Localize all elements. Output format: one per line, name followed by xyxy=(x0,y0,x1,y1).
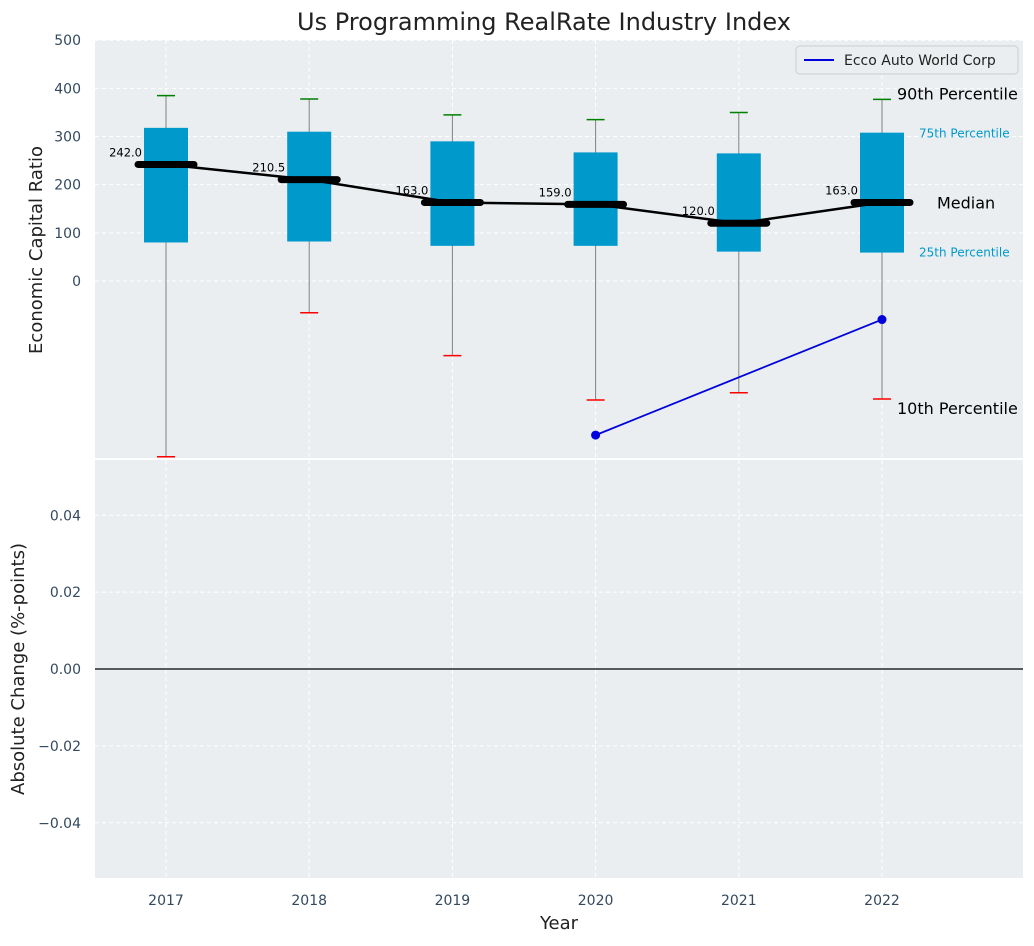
top-y-tick-label: 400 xyxy=(54,81,81,97)
p75-annotation: 75th Percentile xyxy=(919,127,1010,141)
box-iqr xyxy=(573,152,618,246)
bottom-y-tick-label: −0.02 xyxy=(38,739,81,755)
x-tick-label: 2021 xyxy=(721,893,757,909)
top-y-tick-label: 100 xyxy=(54,226,81,242)
x-tick-label: 2019 xyxy=(435,893,471,909)
bottom-y-axis-label: Absolute Change (%-points) xyxy=(8,543,29,795)
box-iqr xyxy=(860,132,904,253)
x-tick-label: 2020 xyxy=(578,893,614,909)
x-axis-label: Year xyxy=(539,913,579,934)
median-value-label: 163.0 xyxy=(825,183,858,197)
legend: Ecco Auto World Corp xyxy=(795,45,1019,75)
series-line xyxy=(595,318,883,436)
x-tick-label: 2022 xyxy=(864,893,900,909)
bottom-y-tick-label: 0.00 xyxy=(50,662,81,678)
median-value-label: 210.5 xyxy=(252,161,285,175)
box-iqr xyxy=(287,131,332,242)
box-iqr xyxy=(716,153,761,252)
p25-annotation: 25th Percentile xyxy=(919,246,1010,260)
legend-series-label: Ecco Auto World Corp xyxy=(844,53,996,69)
bottom-y-tick-label: −0.04 xyxy=(38,816,81,832)
median-value-label: 120.0 xyxy=(682,204,715,218)
series-point xyxy=(877,315,887,325)
p10-annotation: 10th Percentile xyxy=(897,399,1018,418)
box-iqr xyxy=(144,127,188,243)
x-tick-label: 2018 xyxy=(291,893,327,909)
chart-title: Us Programming RealRate Industry Index xyxy=(297,8,791,36)
median-value-label: 242.0 xyxy=(109,145,142,159)
median-value-label: 163.0 xyxy=(395,183,428,197)
bottom-y-tick-label: 0.02 xyxy=(50,585,81,601)
p90-annotation: 90th Percentile xyxy=(897,84,1018,103)
bottom-y-tick-label: 0.04 xyxy=(50,508,81,524)
legend-box xyxy=(795,45,1019,75)
top-y-tick-label: 300 xyxy=(54,130,81,146)
median-annotation: Median xyxy=(937,193,995,212)
top-y-tick-label: 500 xyxy=(54,33,81,49)
median-value-label: 159.0 xyxy=(539,185,572,199)
series-point xyxy=(591,430,601,440)
x-tick-label: 2017 xyxy=(148,893,184,909)
top-y-axis-label: Economic Capital Ratio xyxy=(26,146,47,354)
top-y-tick-label: 0 xyxy=(72,274,81,290)
box-iqr xyxy=(430,141,475,246)
top-y-tick-label: 200 xyxy=(54,178,81,194)
